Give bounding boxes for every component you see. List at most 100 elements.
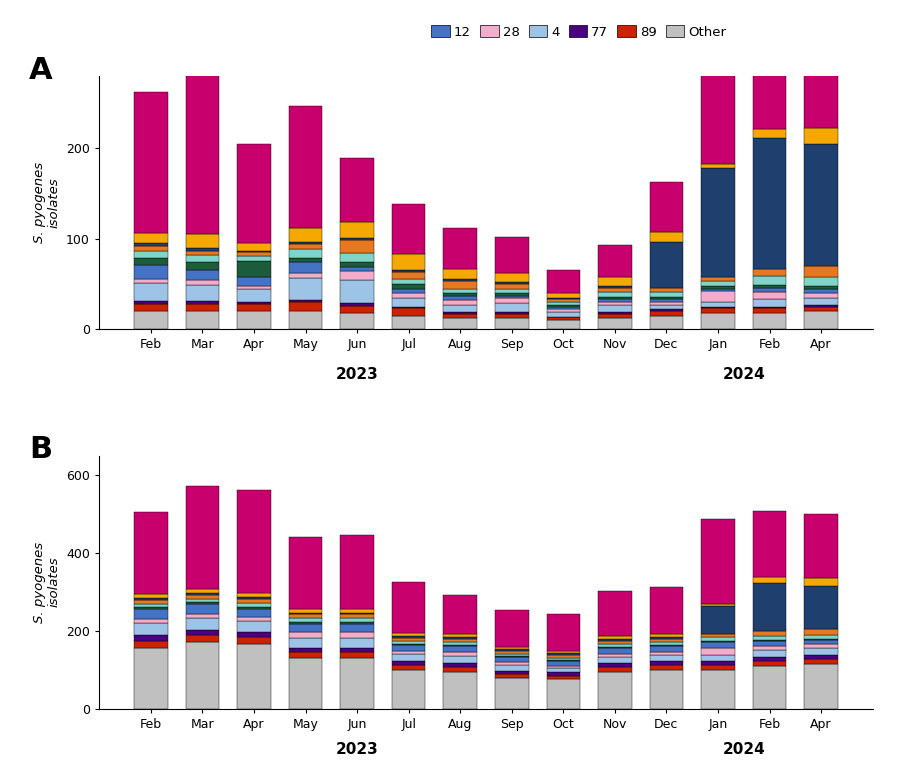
Bar [495, 273, 528, 282]
Bar [289, 638, 322, 648]
Bar [238, 289, 271, 302]
Bar [392, 654, 426, 661]
Bar [805, 655, 838, 659]
Bar [238, 243, 271, 251]
Bar [752, 661, 787, 666]
Bar [185, 270, 220, 280]
Bar [340, 632, 374, 638]
Bar [340, 624, 374, 632]
Bar [805, 639, 838, 640]
Bar [444, 646, 477, 652]
Bar [134, 246, 167, 251]
Bar [289, 242, 322, 245]
Bar [444, 289, 477, 293]
Bar [340, 652, 374, 658]
Bar [134, 243, 167, 246]
Bar [238, 256, 271, 261]
Bar [805, 144, 838, 266]
Bar [134, 283, 167, 301]
Bar [701, 641, 734, 642]
Bar [805, 306, 838, 311]
Bar [701, 286, 734, 289]
Bar [752, 645, 787, 650]
Bar [289, 658, 322, 709]
Bar [650, 305, 683, 309]
Bar [701, 670, 734, 709]
Bar [185, 234, 220, 248]
Bar [392, 636, 426, 638]
Bar [495, 661, 528, 664]
Bar [805, 635, 838, 639]
Bar [185, 248, 220, 251]
Bar [444, 305, 477, 312]
Text: 2024: 2024 [723, 367, 765, 382]
Bar [650, 645, 683, 646]
Bar [598, 636, 632, 639]
Bar [805, 640, 838, 645]
Bar [546, 299, 580, 302]
Bar [238, 594, 271, 597]
Bar [805, 648, 838, 655]
Bar [134, 251, 167, 258]
Bar [134, 311, 167, 329]
Bar [701, 277, 734, 281]
Bar [444, 667, 477, 671]
Bar [805, 277, 838, 286]
Bar [598, 663, 632, 667]
Bar [546, 661, 580, 666]
Bar [546, 672, 580, 676]
Bar [495, 647, 528, 648]
Bar [546, 666, 580, 668]
Bar [598, 292, 632, 296]
Bar [238, 632, 271, 638]
Bar [495, 296, 528, 299]
Bar [340, 648, 374, 652]
Bar [238, 144, 271, 243]
Legend: 12, 28, 4, 77, 89, Other: 12, 28, 4, 77, 89, Other [427, 20, 732, 44]
Bar [650, 637, 683, 639]
Bar [444, 652, 477, 656]
Text: 2023: 2023 [336, 741, 379, 757]
Bar [340, 238, 374, 240]
Bar [701, 665, 734, 670]
Bar [340, 619, 374, 623]
Bar [546, 302, 580, 305]
Bar [805, 297, 838, 305]
Bar [752, 276, 787, 285]
Bar [340, 303, 374, 306]
Bar [752, 511, 787, 577]
Bar [701, 309, 734, 313]
Bar [495, 293, 528, 296]
Bar [185, 614, 220, 618]
Bar [546, 293, 580, 297]
Bar [805, 305, 838, 306]
Bar [701, 164, 734, 168]
Bar [444, 663, 477, 667]
Bar [650, 652, 683, 655]
Bar [752, 640, 787, 641]
Bar [134, 620, 167, 623]
Bar [546, 318, 580, 320]
Bar [701, 313, 734, 329]
Bar [392, 582, 426, 632]
Bar [238, 616, 271, 621]
Bar [134, 512, 167, 594]
Bar [185, 604, 220, 614]
Bar [650, 661, 683, 665]
Bar [134, 597, 167, 600]
Bar [185, 485, 220, 589]
Bar [340, 613, 374, 614]
Bar [185, 593, 220, 594]
Bar [444, 671, 477, 709]
Bar [444, 645, 477, 646]
Bar [134, 607, 167, 610]
Bar [598, 641, 632, 644]
Bar [134, 92, 167, 232]
Bar [495, 610, 528, 647]
Bar [650, 292, 683, 296]
Bar [340, 638, 374, 648]
Bar [650, 655, 683, 661]
Bar [185, 58, 220, 234]
Bar [289, 248, 322, 258]
Bar [238, 597, 271, 599]
